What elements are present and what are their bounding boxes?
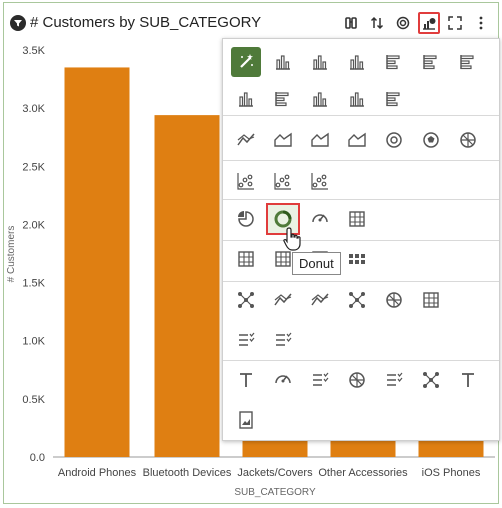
cloud-icon[interactable] (342, 365, 372, 395)
menu-divider (223, 199, 499, 201)
100-area-icon[interactable] (342, 125, 372, 155)
horizontal-boxplot-icon[interactable] (379, 84, 409, 114)
waterfall-icon[interactable] (305, 84, 335, 114)
spacer-icon[interactable] (379, 365, 409, 395)
combo-icon[interactable] (231, 84, 261, 114)
stacked-area-icon[interactable] (305, 125, 335, 155)
x-tick-label: Android Phones (58, 467, 137, 479)
map-icon[interactable] (268, 365, 298, 395)
checklist-icon[interactable] (268, 325, 298, 355)
funnel-icon[interactable] (305, 285, 335, 315)
bar (418, 440, 484, 457)
panel-header: # Customers by SUB_CATEGORY (4, 3, 498, 45)
toolbar (336, 12, 492, 34)
table-icon[interactable] (268, 244, 298, 274)
x-axis-title: SUB_CATEGORY (234, 487, 316, 498)
y-tick-label: 3.5K (22, 45, 45, 57)
horizontal-bar-icon[interactable] (379, 47, 409, 77)
fullscreen-icon[interactable] (444, 12, 466, 34)
x-tick-label: Bluetooth Devices (143, 467, 232, 479)
pie-icon[interactable] (231, 204, 261, 234)
x-tick-label: Other Accessories (318, 467, 408, 479)
area-icon[interactable] (268, 125, 298, 155)
chart-type-menu (222, 38, 500, 441)
y-axis-title: # Customers (6, 226, 17, 283)
hierarchy-icon[interactable] (416, 365, 446, 395)
menu-divider (223, 240, 499, 242)
100-stacked-bar-icon[interactable] (342, 47, 372, 77)
menu-divider (223, 281, 499, 283)
pivot-icon[interactable] (231, 244, 261, 274)
boxplot-icon[interactable] (342, 84, 372, 114)
text-icon[interactable] (453, 365, 483, 395)
y-tick-label: 3.0K (22, 103, 45, 115)
hand-cursor-icon (283, 227, 301, 251)
y-tick-label: 2.5K (22, 161, 45, 173)
dot-plot-icon[interactable] (305, 166, 335, 196)
tile-number-icon[interactable] (231, 365, 261, 395)
bar (330, 440, 396, 457)
bar-icon[interactable] (268, 47, 298, 77)
grid-heat-icon[interactable] (342, 244, 372, 274)
menu-divider (223, 160, 499, 162)
title-area: # Customers by SUB_CATEGORY (10, 14, 261, 31)
y-tick-label: 0.5K (22, 394, 45, 406)
binoculars-icon[interactable] (340, 12, 362, 34)
sunburst-icon[interactable] (453, 125, 483, 155)
network-icon[interactable] (231, 285, 261, 315)
menu-divider (223, 360, 499, 362)
y-tick-label: 1.5K (22, 278, 45, 290)
list-icon[interactable] (231, 325, 261, 355)
bubble-icon[interactable] (268, 166, 298, 196)
radar-icon[interactable] (379, 125, 409, 155)
tooltip: Donut (292, 252, 341, 275)
sankey-icon[interactable] (416, 285, 446, 315)
tree-icon[interactable] (342, 285, 372, 315)
image-icon[interactable] (231, 405, 261, 435)
filter-icon[interactable] (10, 14, 26, 31)
treemap-icon[interactable] (342, 204, 372, 234)
x-tick-label: iOS Phones (422, 467, 481, 479)
polar-icon[interactable] (416, 125, 446, 155)
sort-icon[interactable] (366, 12, 388, 34)
stacked-bar-icon[interactable] (305, 47, 335, 77)
y-tick-label: 2.0K (22, 219, 45, 231)
horizontal-stacked-bar-icon[interactable] (416, 47, 446, 77)
bar (154, 115, 220, 458)
y-tick-label: 0.0 (30, 452, 45, 464)
y-tick-label: 1.0K (22, 336, 45, 348)
scatter-icon[interactable] (231, 166, 261, 196)
recommended-icon[interactable] (231, 47, 261, 77)
target-icon[interactable] (392, 12, 414, 34)
chart-type-icon[interactable] (418, 12, 440, 34)
bar (242, 440, 308, 457)
text-box-icon[interactable] (305, 365, 335, 395)
gauge-icon[interactable] (305, 204, 335, 234)
bar (64, 67, 130, 457)
more-icon[interactable] (470, 12, 492, 34)
horizontal-combo-icon[interactable] (268, 84, 298, 114)
line-icon[interactable] (231, 125, 261, 155)
menu-divider (223, 115, 499, 117)
donut-icon[interactable] (266, 203, 300, 235)
chord-icon[interactable] (379, 285, 409, 315)
parallel-icon[interactable] (268, 285, 298, 315)
x-tick-label: Jackets/Covers (237, 467, 313, 479)
page-title: # Customers by SUB_CATEGORY (30, 14, 262, 31)
horizontal-100-stacked-bar-icon[interactable] (453, 47, 483, 77)
